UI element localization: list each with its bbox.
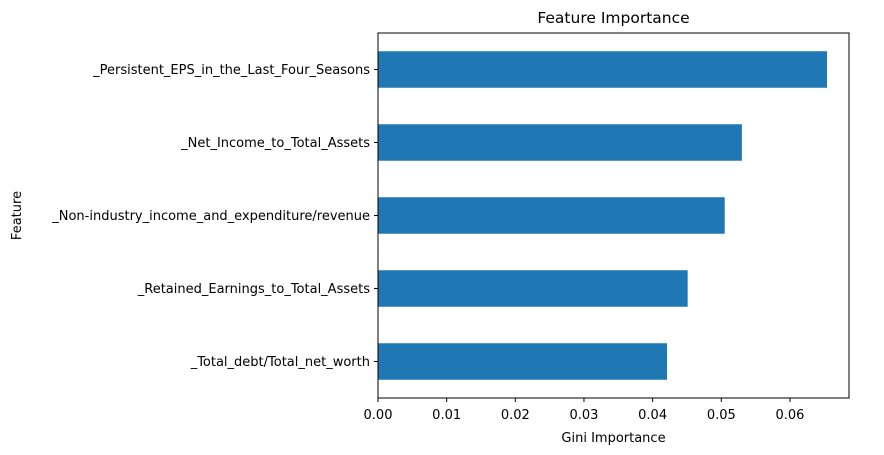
bar-0 [378, 51, 828, 88]
y-tick-label: _Total_debt/Total_net_worth [190, 355, 370, 370]
x-ticks: 0.00 0.01 0.02 0.03 0.04 0.05 0.06 [364, 398, 804, 423]
y-tick-label: _Non-industry_income_and_expenditure/rev… [51, 209, 370, 224]
y-tick-label: _Net_Income_to_Total_Assets [180, 136, 370, 151]
x-tick-label: 0.04 [638, 408, 667, 423]
x-tick-label: 0.05 [707, 408, 736, 423]
x-tick-label: 0.06 [775, 408, 804, 423]
bar-4 [378, 343, 668, 380]
y-tick-label: _Persistent_EPS_in_the_Last_Four_Seasons [92, 63, 370, 78]
bars-layer [378, 51, 828, 380]
plot-frame [377, 32, 850, 399]
x-axis-title: Gini Importance [561, 431, 665, 446]
chart-title: Feature Importance [537, 9, 689, 27]
x-tick-label: 0.01 [432, 408, 461, 423]
bar-1 [378, 124, 742, 161]
bar-3 [378, 270, 688, 307]
x-tick-label: 0.00 [364, 408, 393, 423]
y-axis-title: Feature [10, 191, 25, 240]
x-tick-label: 0.03 [570, 408, 599, 423]
x-tick-label: 0.02 [501, 408, 530, 423]
bar-2 [378, 197, 725, 234]
y-tick-label: _Retained_Earnings_to_Total_Assets [137, 282, 370, 297]
y-ticks: _Persistent_EPS_in_the_Last_Four_Seasons… [51, 63, 378, 370]
